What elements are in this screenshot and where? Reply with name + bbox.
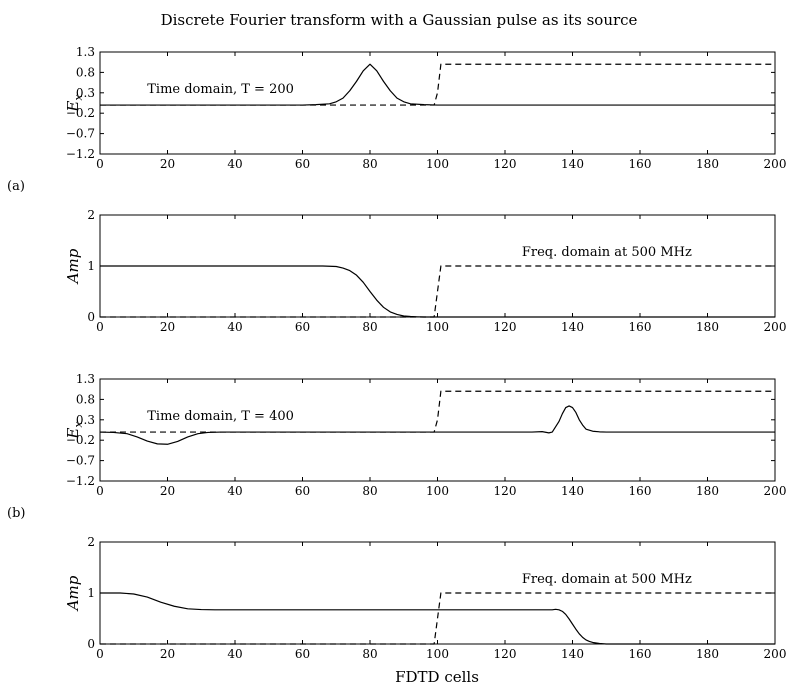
- x-tick-label: 20: [160, 647, 175, 661]
- x-tick-label: 80: [362, 484, 377, 498]
- y-tick-label: −0.7: [66, 127, 95, 141]
- panel-label-a: (a): [7, 179, 25, 194]
- x-tick-label: 0: [96, 157, 104, 171]
- x-tick-label: 20: [160, 484, 175, 498]
- x-tick-label: 160: [629, 647, 652, 661]
- x-tick-label: 160: [629, 157, 652, 171]
- subplot-4: 0 20 40 60 80 100 120 140 160 180 200 2 1 0 Amp Freq. d…: [64, 535, 786, 661]
- annotation: Freq. domain at 500 MHz: [522, 245, 692, 260]
- figure-title: Discrete Fourier transform with a Gaussi…: [161, 11, 638, 29]
- x-tick-label: 140: [561, 320, 584, 334]
- x-tick-label: 40: [227, 157, 242, 171]
- x-tick-label: 0: [96, 320, 104, 334]
- x-tick-label: 100: [426, 157, 449, 171]
- series-line-solid: [99, 405, 775, 445]
- x-tick-label: 0: [96, 484, 104, 498]
- y-axis-label: Amp: [64, 575, 82, 612]
- subplot-2: 0 20 40 60 80 100 120 140 160 180 200 2 1 0 Amp Freq. d…: [64, 208, 786, 334]
- series-line-dashed: [100, 265, 775, 318]
- subplot-1: 0 20 40 60 80 100 120 140 160 180 200 1.3 0.8 0.3 −0.2…: [64, 45, 786, 171]
- y-tick-label: 2: [87, 208, 95, 222]
- series-line-solid: [100, 265, 775, 318]
- x-tick-label: 60: [295, 157, 310, 171]
- x-tick-label: 160: [629, 484, 652, 498]
- series-line-dashed: [100, 63, 775, 106]
- y-tick-label: −1.2: [66, 474, 95, 488]
- x-tick-label: 80: [362, 157, 377, 171]
- y-axis-label-main: E: [64, 101, 82, 113]
- y-tick-label: −0.2: [66, 433, 95, 447]
- y-axis-label: Ex: [64, 421, 85, 440]
- x-tick-label: 140: [561, 157, 584, 171]
- plot-frame: [99, 541, 776, 645]
- x-tick-label: 140: [561, 647, 584, 661]
- series-line-dashed: [100, 592, 775, 645]
- y-tick-label: 0.3: [76, 86, 95, 100]
- x-tick-label: 60: [295, 484, 310, 498]
- subplots: 0 20 40 60 80 100 120 140 160 180 2001.30.80.3−0.2…: [64, 45, 786, 661]
- x-tick-label: 180: [696, 320, 719, 334]
- x-tick-label: 120: [494, 647, 517, 661]
- x-tick-label: 40: [227, 647, 242, 661]
- y-tick-label: −1.2: [66, 147, 95, 161]
- x-tick-label: 100: [426, 484, 449, 498]
- y-tick-label: 0.3: [76, 413, 95, 427]
- y-tick-label: 2: [87, 535, 95, 549]
- y-tick-label: 0: [87, 310, 95, 324]
- x-tick-label: 180: [696, 484, 719, 498]
- x-tick-label: 20: [160, 157, 175, 171]
- annotation: Time domain, T = 200: [147, 82, 294, 97]
- y-axis-label-sub: x: [72, 421, 85, 428]
- x-tick-label: 120: [494, 320, 517, 334]
- x-tick-label: 200: [764, 647, 787, 661]
- x-tick-label: 60: [295, 320, 310, 334]
- x-tick-label: 180: [696, 157, 719, 171]
- plot-frame: [99, 378, 776, 482]
- subplot-3: 0 20 40 60 80 100 120 140 160 180 200 1.3 0.8 0.3 −0.2…: [64, 372, 786, 498]
- x-tick-label: 200: [764, 484, 787, 498]
- y-tick-label: 0.8: [76, 65, 95, 79]
- y-tick-label: 0.8: [76, 392, 95, 406]
- x-tick-label: 20: [160, 320, 175, 334]
- y-tick-label: 1.3: [76, 45, 95, 59]
- series-line-solid: [100, 592, 775, 645]
- x-tick-label: 120: [494, 484, 517, 498]
- panel-label-b: (b): [7, 506, 25, 521]
- x-tick-label: 140: [561, 484, 584, 498]
- y-axis-label: Ex: [64, 94, 85, 113]
- y-tick-label: −0.2: [66, 106, 95, 120]
- annotation: Time domain, T = 400: [147, 409, 294, 424]
- plot-frame: [99, 51, 776, 155]
- series-line-dashed: [100, 390, 775, 433]
- y-tick-label: 1: [87, 259, 95, 273]
- x-tick-label: 160: [629, 320, 652, 334]
- series-line-solid: [100, 63, 775, 106]
- x-tick-label: 40: [227, 320, 242, 334]
- x-tick-label: 0: [96, 647, 104, 661]
- x-tick-label: 60: [295, 647, 310, 661]
- x-tick-label: 120: [494, 157, 517, 171]
- annotation: Freq. domain at 500 MHz: [522, 572, 692, 587]
- x-tick-label: 100: [426, 647, 449, 661]
- x-tick-label: 40: [227, 484, 242, 498]
- y-tick-label: 0: [87, 637, 95, 651]
- y-axis-label: Amp: [64, 248, 82, 285]
- x-tick-label: 180: [696, 647, 719, 661]
- x-tick-label: 200: [764, 157, 787, 171]
- y-tick-label: 1.3: [76, 372, 95, 386]
- y-axis-label-main: E: [64, 428, 82, 440]
- x-tick-label: 80: [362, 320, 377, 334]
- x-tick-label: 100: [426, 320, 449, 334]
- x-tick-label: 80: [362, 647, 377, 661]
- x-tick-label: 200: [764, 320, 787, 334]
- y-tick-label: −0.7: [66, 454, 95, 468]
- y-axis-label-sub: x: [72, 94, 85, 101]
- y-tick-label: 1: [87, 586, 95, 600]
- x-axis-label: FDTD cells: [395, 668, 479, 686]
